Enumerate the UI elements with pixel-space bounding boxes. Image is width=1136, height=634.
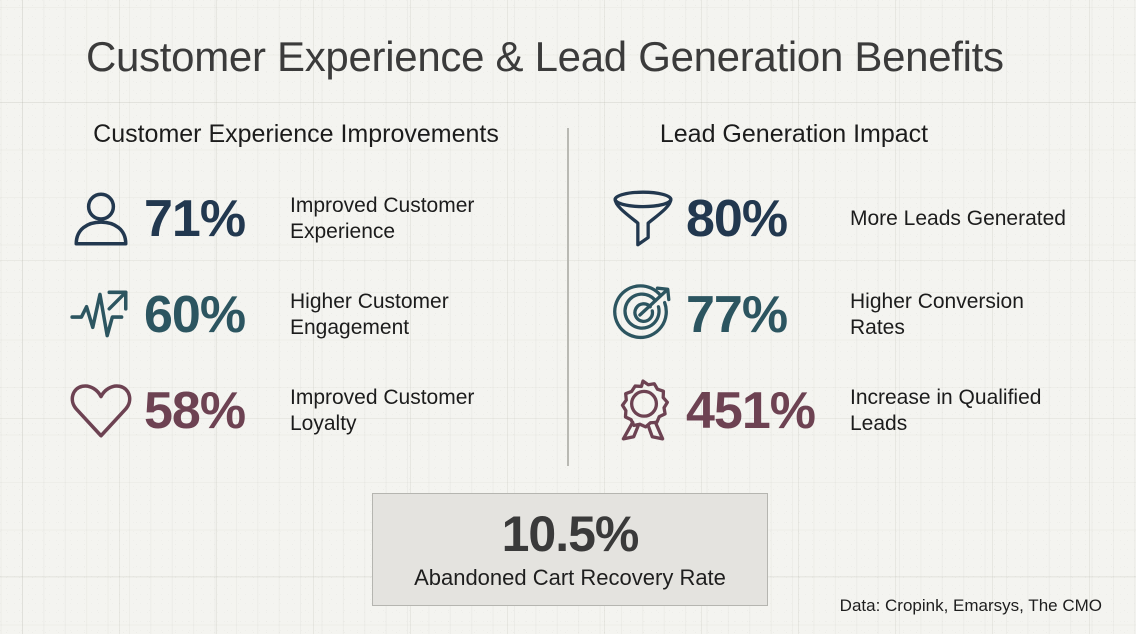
stat-value: 58%: [144, 382, 246, 440]
highlight-callout-box: 10.5% Abandoned Cart Recovery Rate: [372, 493, 768, 606]
page-title: Customer Experience & Lead Generation Be…: [86, 33, 1004, 80]
column-divider: [567, 128, 569, 466]
stat-label: More Leads Generated: [850, 206, 1066, 230]
stat-value: 80%: [686, 190, 788, 248]
stat-label: Higher Conversion Rates: [850, 289, 1024, 339]
heart-icon: [58, 378, 144, 444]
stat-row: 80% More Leads Generated: [600, 171, 1100, 267]
stat-value: 60%: [144, 286, 246, 344]
person-icon: [58, 186, 144, 252]
stat-value: 71%: [144, 190, 246, 248]
pulse-trending-up-icon: [58, 282, 144, 348]
stat-row: 451% Increase in Qualified Leads: [600, 363, 1100, 459]
source-note: Data: Cropink, Emarsys, The CMO: [839, 596, 1102, 615]
column-heading-right: Lead Generation Impact: [659, 120, 929, 148]
stat-value: 451%: [686, 382, 816, 440]
stat-row: 77% Higher Conversion Rates: [600, 267, 1100, 363]
award-ribbon-icon: [600, 378, 686, 444]
highlight-label: Abandoned Cart Recovery Rate: [414, 564, 726, 590]
stat-row: 71% Improved Customer Experience: [58, 171, 558, 267]
stat-value: 77%: [686, 286, 788, 344]
stat-row: 58% Improved Customer Loyalty: [58, 363, 558, 459]
highlight-value: 10.5%: [501, 506, 640, 563]
column-heading-left: Customer Experience Improvements: [93, 120, 499, 148]
column-customer-experience: Customer Experience Improvements 71% Imp…: [58, 120, 558, 459]
target-arrow-icon: [600, 282, 686, 348]
stat-label: Improved Customer Loyalty: [290, 385, 475, 435]
funnel-icon: [600, 186, 686, 252]
stat-label: Improved Customer Experience: [290, 193, 475, 243]
column-lead-generation: Lead Generation Impact 80% More Leads Ge…: [600, 120, 1100, 459]
stat-label: Higher Customer Engagement: [290, 289, 449, 339]
stat-row: 60% Higher Customer Engagement: [58, 267, 558, 363]
stat-label: Increase in Qualified Leads: [850, 385, 1042, 435]
